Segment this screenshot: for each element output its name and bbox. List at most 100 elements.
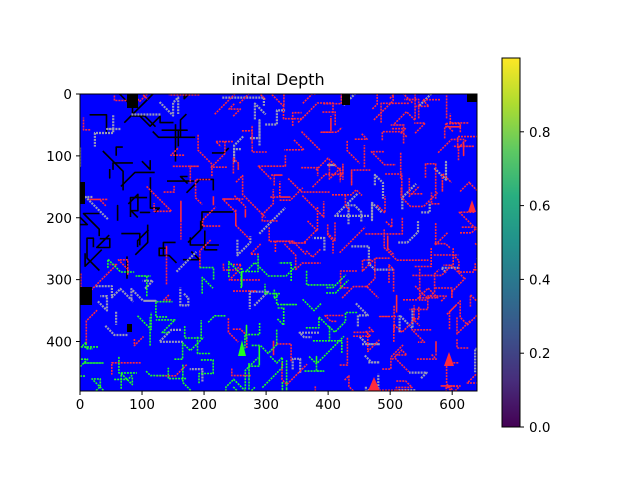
gray-edge [351,245,394,271]
red-edge [474,242,477,247]
red-edge [445,362,459,384]
dark-edge [141,160,151,171]
gray-edge [401,183,417,210]
gray-edge [359,336,381,346]
red-edge [350,169,371,186]
gray-edge [421,202,431,214]
red-edge [172,165,200,184]
green-edge [174,336,205,360]
gray-edge [158,96,180,117]
red-edge [276,343,292,363]
green-edge [244,357,259,391]
red-edge [311,163,344,188]
red-edge [301,195,325,218]
dark-patch [467,94,477,102]
red-edge [306,205,319,232]
red-edge [443,126,462,139]
red-edge [146,185,173,213]
green-edge [136,312,152,331]
red-edge [404,98,420,119]
gray-edge [97,295,109,312]
dark-edge [102,150,124,191]
x-tick-label: 0 [76,397,85,413]
red-edge [456,317,472,335]
red-edge [444,122,462,133]
red-edge [324,314,344,323]
gray-edge [93,115,115,147]
red-edge [390,124,405,145]
red-triangle [368,377,380,391]
red-edge [346,140,361,164]
red-edge [408,178,423,195]
gray-edge [398,308,414,333]
red-edge [365,257,391,288]
red-edge [411,329,432,343]
red-edge [466,372,477,384]
gray-edge [355,302,369,327]
gray-edge [488,314,495,345]
gray-edge [409,371,428,379]
green-edge [308,335,345,365]
green-edge [201,276,214,294]
dark-edge [179,94,190,100]
x-tick-label: 500 [377,397,403,413]
red-edge [408,185,421,198]
gray-edge [236,236,252,257]
green-edge [278,262,292,281]
red-edge [249,243,262,255]
red-edge [194,178,211,206]
red-edge [227,318,239,343]
dark-edge [96,234,111,249]
green-edge [305,270,334,286]
red-edge [391,349,408,361]
red-edge [301,166,319,177]
red-edge [321,111,336,126]
gray-edge [233,135,245,164]
green-edge [145,370,166,377]
x-tick-label: 600 [439,397,465,413]
dark-edge [189,237,219,246]
dark-edge [187,220,202,244]
red-edge [474,78,496,89]
red-edge [412,264,453,277]
gray-edge [258,207,286,235]
colorbar-axis: 0.0 0.2 0.4 0.6 0.8 [520,125,550,436]
red-edge [332,189,363,197]
green-edge [246,261,296,277]
gray-edge [370,201,383,222]
red-edge [395,380,413,391]
green-edge [225,378,247,391]
red-edge [416,353,438,360]
green-edge [207,315,226,323]
red-edge [376,196,386,214]
red-edge [458,211,477,232]
gray-edge [347,204,363,225]
dark-patch [80,287,92,305]
dark-patch [342,94,350,105]
green-edge [328,311,359,333]
red-edge [487,136,501,160]
green-edge [326,279,350,294]
red-edge [339,226,366,254]
red-edge [383,229,429,261]
red-edge [478,102,485,128]
colorbar-tick-label: 0.6 [529,199,550,215]
green-edge [269,355,284,364]
gray-edge [130,287,157,302]
gray-edge [479,217,505,227]
colorbar-tick-label: 0.8 [529,125,550,141]
red-edge [270,181,291,198]
gray-edge [84,195,109,221]
red-edge [261,189,278,222]
dark-patch [127,94,138,108]
heatmap-image [80,78,505,391]
gray-edge [334,192,369,217]
gray-edge [253,102,267,120]
red-edge [315,157,342,179]
red-edge [456,339,469,349]
dark-edge [161,129,188,147]
red-edge [326,224,334,254]
red-edge [452,145,475,161]
green-edge [80,341,98,350]
red-edge [452,254,474,273]
